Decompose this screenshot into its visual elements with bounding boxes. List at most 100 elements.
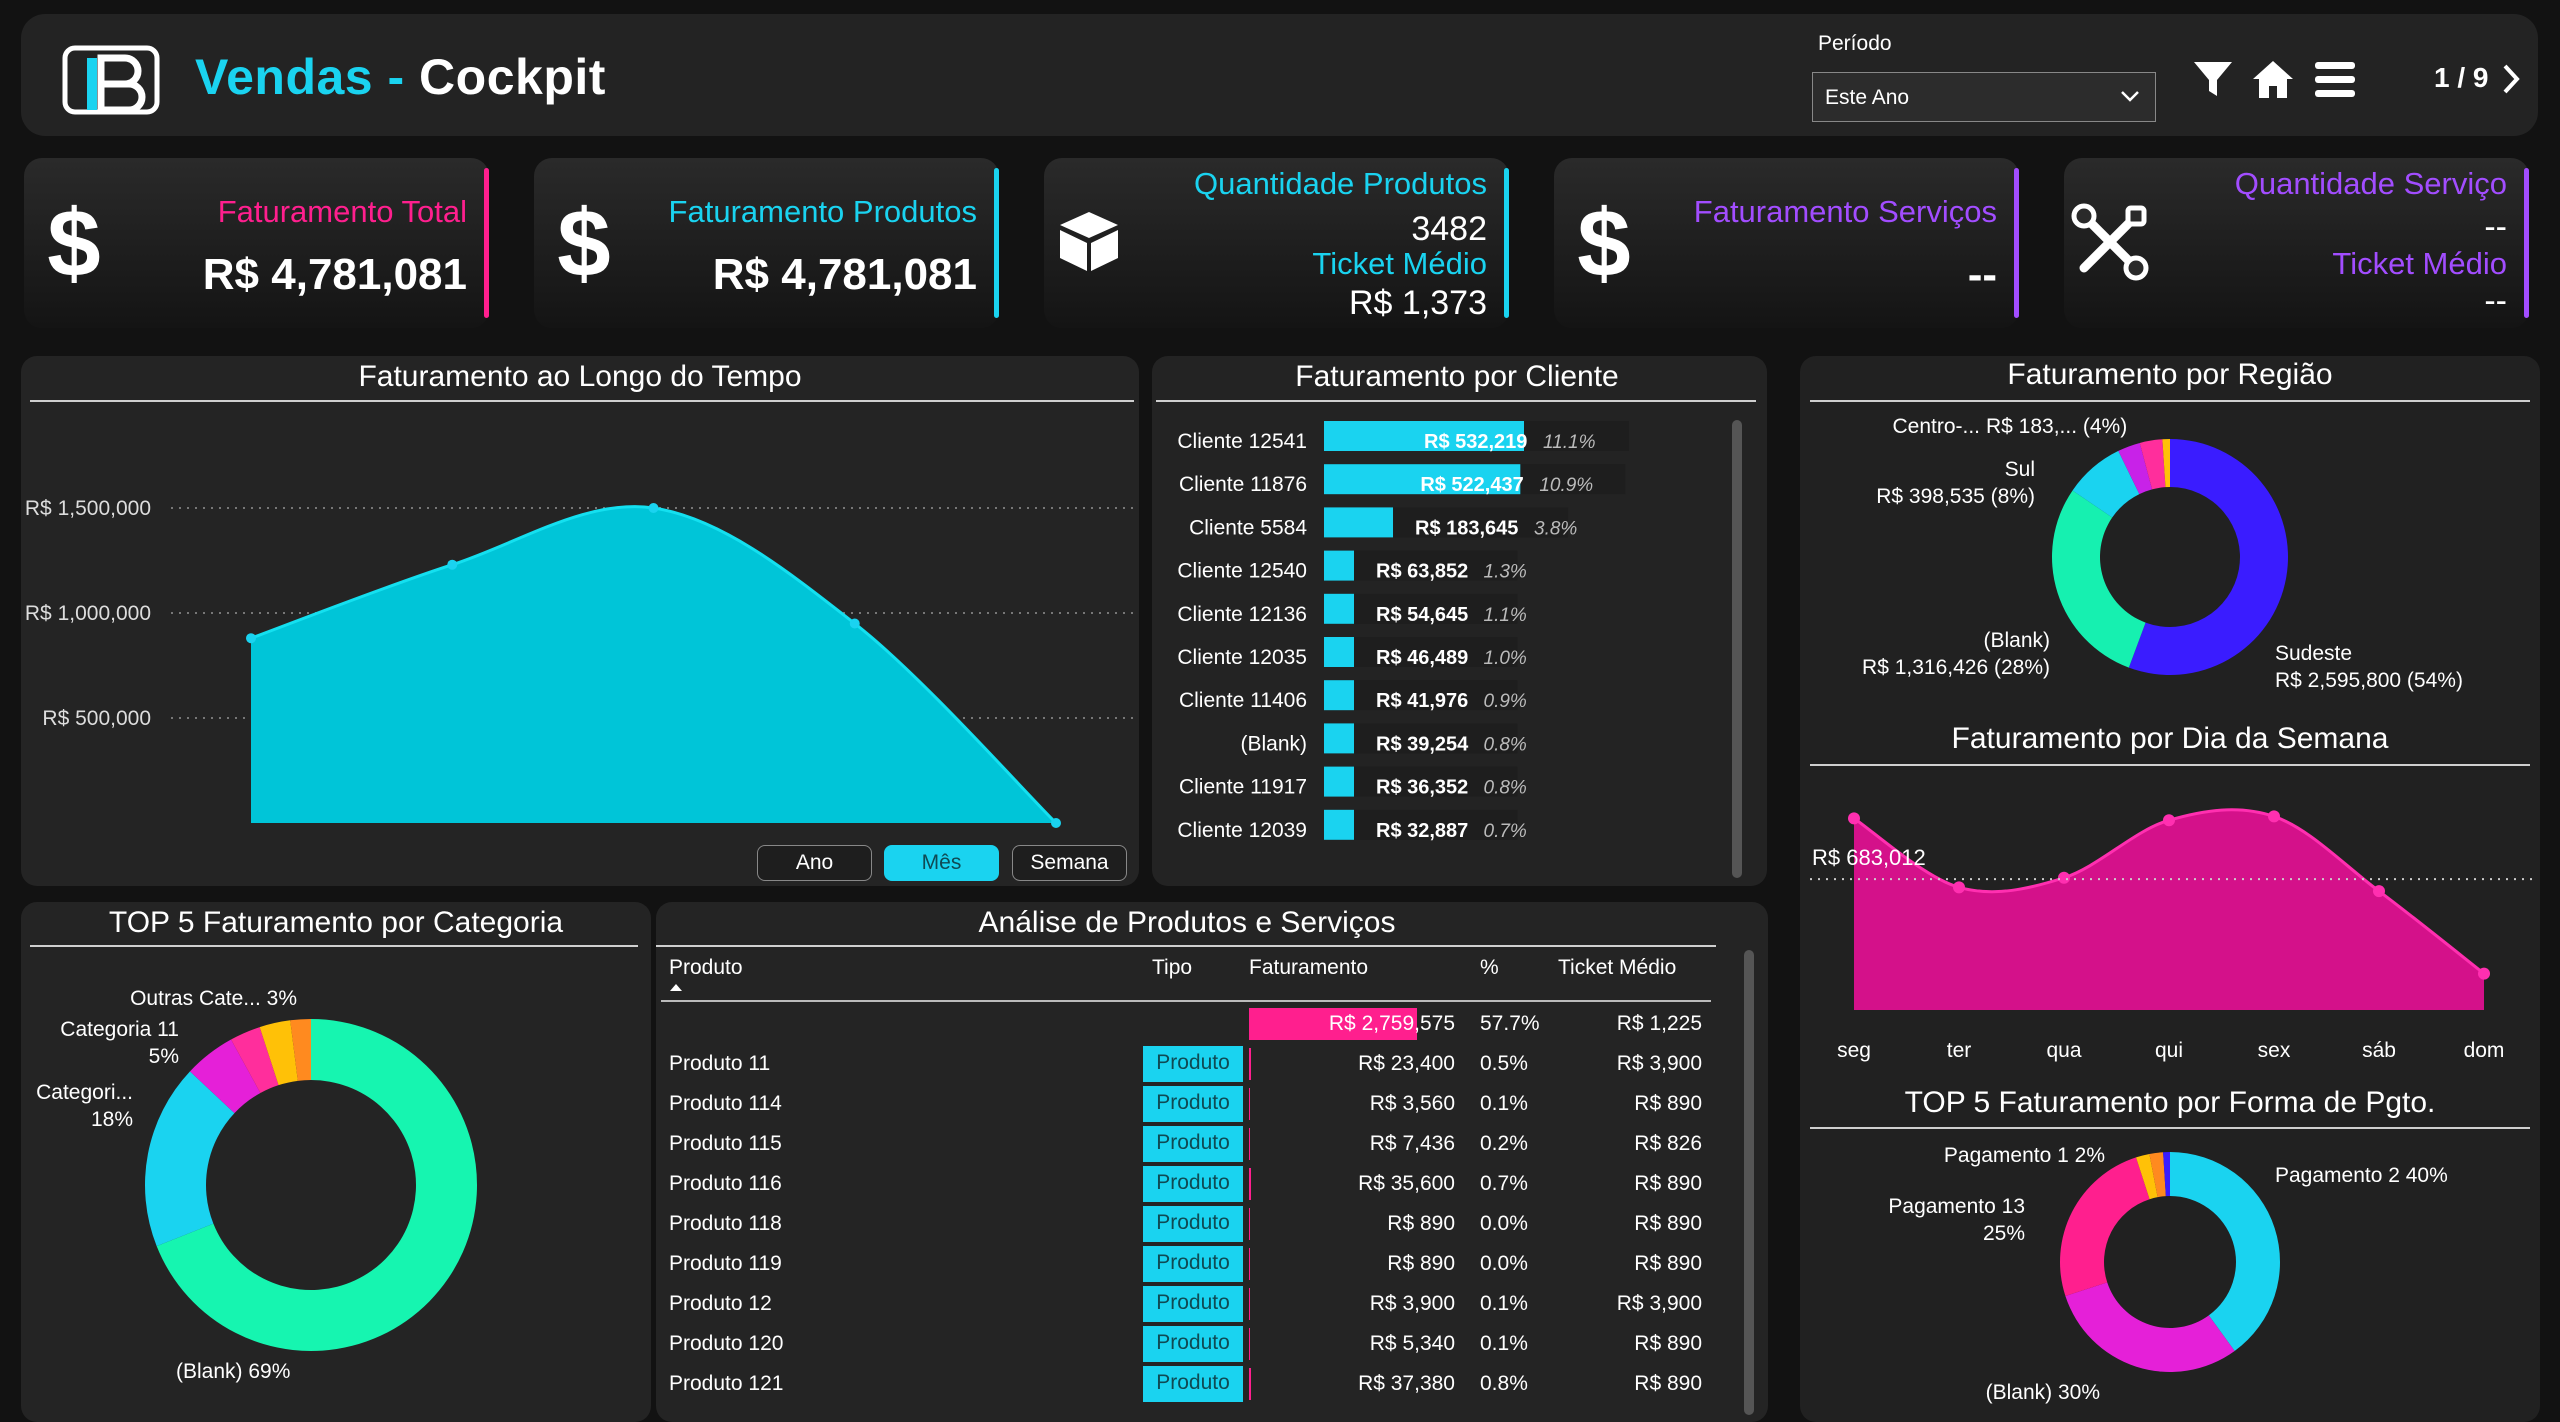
kpi-accent-bar [484, 168, 489, 318]
cell-produto: Produto 11 [669, 1052, 771, 1075]
cell-faturamento: R$ 37,380 [1358, 1372, 1455, 1395]
table-row[interactable]: Produto 118 Produto R$ 890 0.0% R$ 890 [656, 1204, 1702, 1244]
kpi-accent-bar [2014, 168, 2019, 318]
faturamento-databar [1249, 1288, 1250, 1320]
region-slice [2072, 450, 2140, 518]
cell-pct: 0.0% [1480, 1252, 1528, 1275]
client-category-label: Cliente 11406 [1179, 689, 1307, 712]
client-value-label: R$ 532,219 [1424, 431, 1527, 453]
header-bar: Vendas - Cockpit Período Este Ano 1 / 9 [21, 14, 2538, 136]
cell-faturamento: R$ 890 [1387, 1212, 1455, 1235]
x-tick-label: qui [2155, 1039, 2183, 1062]
title-cockpit: Cockpit [419, 49, 606, 105]
client-pct-label: 10.9% [1539, 475, 1593, 496]
title-underline [30, 400, 1134, 402]
page-title: Vendas - Cockpit [195, 48, 606, 106]
svg-text:$: $ [47, 198, 100, 290]
cell-tipo: Produto [1143, 1166, 1243, 1202]
kpi-label: Faturamento Total [217, 194, 467, 229]
title-underline [656, 945, 1716, 947]
client-scrollbar[interactable] [1732, 420, 1742, 878]
x-tick-label: qua [2046, 1039, 2081, 1062]
table-row[interactable]: Produto 12 Produto R$ 3,900 0.1% R$ 3,900 [656, 1284, 1702, 1324]
title-vendas: Vendas [195, 49, 374, 105]
cell-pct: 0.1% [1480, 1332, 1528, 1355]
weekday-area-fill [1854, 809, 2484, 1010]
client-label-bg [1324, 809, 1518, 840]
dollar-icon: $ [557, 198, 610, 290]
category-label: Outras Cate... 3% [130, 987, 297, 1010]
cell-tipo: Produto [1143, 1326, 1243, 1362]
chevron-right-icon[interactable] [2497, 62, 2527, 96]
faturamento-databar [1249, 1048, 1251, 1080]
region-slice [2162, 439, 2170, 488]
data-point [1953, 881, 1965, 894]
kpi-faturamento-total: $ Faturamento Total R$ 4,781,081 [24, 158, 489, 328]
cell-pct: 0.1% [1480, 1092, 1528, 1115]
period-dropdown-value: Este Ano [1825, 86, 1910, 109]
time-chart-title: Faturamento ao Longo do Tempo [358, 360, 802, 393]
y-tick-label: R$ 1,000,000 [25, 602, 151, 625]
btn-semana[interactable]: Semana [1012, 845, 1127, 881]
payment-label: Pagamento 2 40% [2275, 1164, 2448, 1187]
period-dropdown[interactable]: Este Ano [1812, 72, 2156, 122]
category-slice [145, 1071, 235, 1247]
table-row[interactable]: Produto 121 Produto R$ 37,380 0.8% R$ 890 [656, 1364, 1702, 1404]
weekday-area-chart: R$ 683,012 seg ter qua qui sex sáb dom [1810, 808, 2535, 1062]
cell-ticket: R$ 890 [1634, 1212, 1702, 1235]
table-row[interactable]: Produto 120 Produto R$ 5,340 0.1% R$ 890 [656, 1324, 1702, 1364]
header-tipo[interactable]: Tipo [1152, 956, 1193, 979]
data-point [2268, 810, 2280, 823]
cell-tipo: Produto [1143, 1366, 1243, 1402]
home-icon[interactable] [2251, 58, 2295, 102]
table-row[interactable]: Produto 115 Produto R$ 7,436 0.2% R$ 826 [656, 1124, 1702, 1164]
kpi-accent-bar [994, 168, 999, 318]
title-underline [30, 945, 638, 947]
header-ticket[interactable]: Ticket Médio [1558, 956, 1677, 979]
data-point [648, 503, 659, 513]
kpi-accent-bar [1504, 168, 1509, 318]
kpi-value: -- [1967, 250, 1997, 299]
table-row[interactable]: Produto 114 Produto R$ 3,560 0.1% R$ 890 [656, 1084, 1702, 1124]
box-icon [1060, 212, 1118, 271]
cell-ticket: R$ 3,900 [1616, 1052, 1702, 1075]
menu-icon[interactable] [2313, 58, 2357, 102]
x-tick-label: seg [1837, 1039, 1871, 1062]
region-label: Sul [2005, 458, 2035, 481]
client-bar [1324, 550, 1354, 581]
cell-tipo: Produto [1143, 1086, 1243, 1122]
header-produto[interactable]: Produto [669, 956, 743, 979]
payment-slice [2065, 1282, 2235, 1372]
cell-ticket: R$ 890 [1634, 1372, 1702, 1395]
faturamento-databar [1249, 1088, 1250, 1120]
data-point [1848, 812, 1860, 825]
btn-mes[interactable]: Mês [884, 845, 999, 881]
table-row[interactable]: R$ 2,759,575 57.7% R$ 1,225 [656, 1004, 1702, 1044]
region-label: Sudeste [2275, 642, 2352, 665]
cell-faturamento: R$ 35,600 [1358, 1172, 1455, 1195]
client-pct-label: 0.7% [1484, 821, 1527, 842]
client-pct-label: 3.8% [1534, 518, 1577, 539]
table-row[interactable]: Produto 11 Produto R$ 23,400 0.5% R$ 3,900 [656, 1044, 1702, 1084]
dollar-icon: $ [1577, 198, 1630, 290]
client-pct-label: 11.1% [1543, 432, 1596, 453]
data-point [1051, 818, 1061, 828]
filter-icon[interactable] [2191, 58, 2235, 102]
table-scrollbar[interactable] [1744, 950, 1754, 1415]
header-faturamento[interactable]: Faturamento [1249, 956, 1369, 979]
sort-ascending-icon [670, 984, 682, 991]
client-bar [1324, 809, 1354, 840]
payment-slice [2163, 1152, 2170, 1197]
header-pct[interactable]: % [1480, 956, 1499, 979]
table-row[interactable]: Produto 116 Produto R$ 35,600 0.7% R$ 890 [656, 1164, 1702, 1204]
cell-pct: 0.0% [1480, 1212, 1528, 1235]
client-value-label: R$ 522,437 [1420, 474, 1523, 496]
btn-ano[interactable]: Ano [757, 845, 872, 881]
region-label: Centro-... [1892, 415, 1980, 438]
data-point [2058, 871, 2070, 884]
client-label-bg [1324, 550, 1518, 581]
cell-tipo: Produto [1143, 1126, 1243, 1162]
y-tick-label: R$ 500,000 [42, 707, 151, 730]
table-row[interactable]: Produto 119 Produto R$ 890 0.0% R$ 890 [656, 1244, 1702, 1284]
